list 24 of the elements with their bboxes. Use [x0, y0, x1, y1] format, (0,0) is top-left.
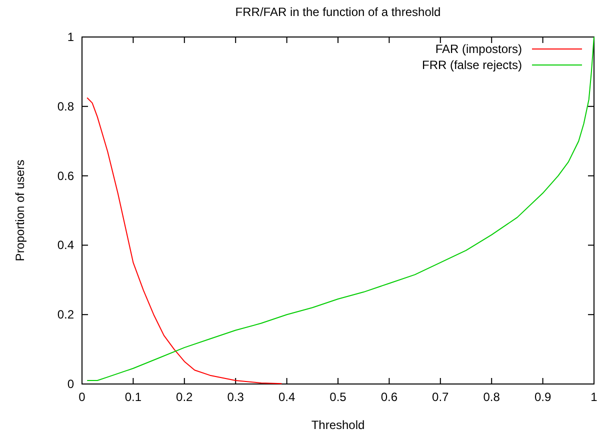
- x-tick-label: 0.5: [330, 390, 347, 404]
- line-series: [86, 36, 594, 382]
- y-axis-title: Proportion of users: [13, 160, 27, 262]
- y-tick-label: 0.2: [57, 308, 74, 322]
- x-tick-label: 0.2: [176, 390, 194, 404]
- legend-label: FAR (impostors): [435, 42, 522, 56]
- y-tick-label: 0.6: [57, 168, 74, 183]
- x-tick-label: 0.9: [534, 390, 552, 404]
- x-tick-label: 0.1: [124, 390, 142, 404]
- line-series: [86, 97, 282, 384]
- x-tick-label: 0: [78, 390, 86, 404]
- x-tick-label: 1: [590, 390, 598, 404]
- x-tick-label: 0.7: [432, 390, 450, 404]
- x-axis-title: Threshold: [311, 418, 365, 432]
- chart-title: FRR/FAR in the function of a threshold: [235, 5, 441, 19]
- x-tick-label: 0.4: [278, 390, 296, 404]
- y-tick-label: 0.8: [57, 99, 74, 114]
- x-tick-label: 0.6: [380, 390, 398, 404]
- x-tick-label: 0.3: [227, 390, 244, 404]
- legend-label: FRR (false rejects): [422, 58, 522, 72]
- y-tick-label: 0.4: [57, 238, 74, 252]
- x-tick-label: 0.8: [483, 390, 500, 404]
- y-tick-label: 1: [67, 30, 74, 44]
- y-tick-label: 0: [67, 377, 74, 391]
